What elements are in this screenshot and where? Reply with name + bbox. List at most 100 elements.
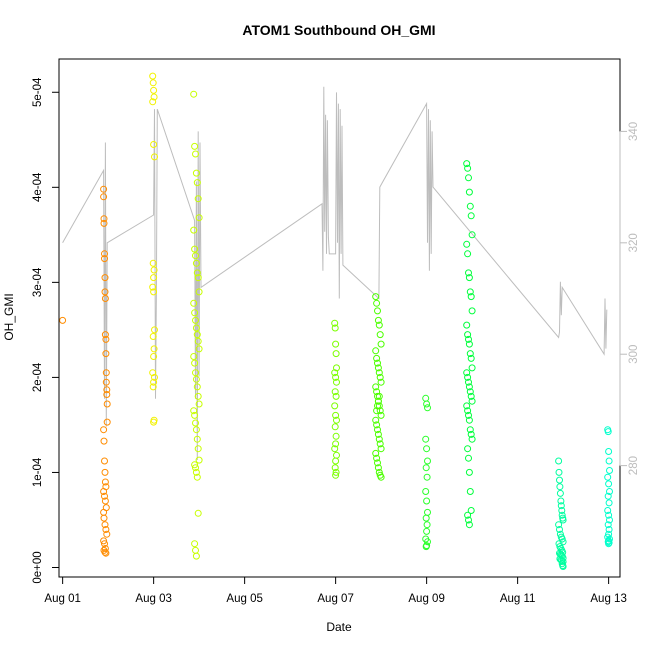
- data-point: [332, 411, 340, 419]
- x-tick-label: Aug 09: [408, 593, 444, 605]
- data-point: [149, 333, 157, 340]
- data-point: [150, 266, 158, 274]
- data-point: [559, 563, 567, 570]
- data-point: [150, 378, 158, 386]
- data-point: [101, 492, 108, 500]
- data-point: [464, 511, 472, 519]
- data-point: [555, 540, 563, 548]
- data-point: [331, 369, 339, 377]
- data-point: [377, 473, 385, 481]
- data-point: [605, 530, 613, 538]
- data-point: [192, 552, 200, 560]
- data-point: [605, 480, 613, 488]
- data-point: [150, 288, 158, 296]
- points-layer: [59, 72, 613, 570]
- data-point: [465, 174, 472, 182]
- data-point: [100, 514, 108, 522]
- data-point: [605, 457, 613, 465]
- data-point: [605, 499, 613, 507]
- data-point: [149, 79, 157, 87]
- data-point: [374, 307, 381, 315]
- data-point: [333, 378, 340, 386]
- data-point: [102, 549, 110, 557]
- data-point: [373, 407, 381, 415]
- data-point: [192, 259, 200, 267]
- data-point: [149, 283, 157, 291]
- data-point: [150, 345, 158, 353]
- data-point: [192, 426, 200, 434]
- data-point: [193, 269, 201, 277]
- data-point: [194, 509, 202, 517]
- data-point: [605, 511, 613, 519]
- series-2: [190, 90, 203, 560]
- data-point: [191, 142, 199, 150]
- data-point: [59, 316, 67, 324]
- data-point: [604, 492, 612, 500]
- data-point: [557, 497, 565, 505]
- data-point: [332, 468, 340, 476]
- data-point: [194, 337, 202, 345]
- x-tick-label: Aug 05: [226, 593, 262, 605]
- data-point: [422, 464, 430, 472]
- data-point: [195, 345, 203, 353]
- data-point: [193, 179, 201, 187]
- data-point: [100, 185, 108, 193]
- data-point: [605, 526, 613, 533]
- data-point: [331, 324, 339, 332]
- data-point: [331, 423, 339, 431]
- y-tick-label: 1e-04: [32, 457, 44, 487]
- x-tick-label: Aug 07: [317, 593, 353, 605]
- data-point: [468, 364, 476, 372]
- data-point: [466, 426, 474, 434]
- data-point: [195, 456, 203, 464]
- data-point: [191, 309, 199, 317]
- x-tick-label: Aug 03: [135, 593, 171, 605]
- data-point: [192, 468, 200, 476]
- data-point: [373, 354, 381, 362]
- data-point: [101, 255, 108, 263]
- data-point: [193, 435, 201, 443]
- data-point: [465, 468, 473, 476]
- data-point: [604, 507, 612, 514]
- data-point: [101, 548, 109, 556]
- data-point: [102, 335, 110, 343]
- data-point: [150, 141, 158, 148]
- data-point: [331, 388, 339, 396]
- data-point: [555, 457, 563, 465]
- data-point: [192, 369, 199, 377]
- data-point: [423, 400, 431, 408]
- data-point: [375, 321, 383, 329]
- data-point: [192, 169, 200, 177]
- data-point: [558, 507, 566, 514]
- data-point: [466, 288, 474, 296]
- y-tick-label: 3e-04: [32, 267, 44, 297]
- data-point: [192, 419, 199, 427]
- data-point: [468, 307, 476, 315]
- data-point: [465, 188, 473, 196]
- data-point: [467, 212, 475, 220]
- data-point: [101, 545, 109, 552]
- data-point: [102, 369, 110, 377]
- data-point: [100, 215, 108, 223]
- data-point: [467, 430, 475, 438]
- data-point: [606, 467, 613, 474]
- data-point: [374, 397, 382, 405]
- data-point: [374, 430, 382, 438]
- data-point: [466, 202, 474, 210]
- data-point: [422, 488, 430, 495]
- data-point: [150, 93, 158, 101]
- data-point: [190, 353, 198, 360]
- data-point: [423, 497, 431, 505]
- data-point: [372, 383, 380, 391]
- data-point: [464, 373, 472, 381]
- series-0: [59, 185, 111, 557]
- data-point: [191, 540, 199, 548]
- data-point: [195, 400, 203, 408]
- data-point: [465, 411, 472, 419]
- data-point: [374, 359, 381, 367]
- data-point: [103, 530, 111, 538]
- data-point: [463, 369, 471, 377]
- data-point: [192, 324, 200, 332]
- data-point: [191, 359, 199, 367]
- data-point: [424, 538, 431, 546]
